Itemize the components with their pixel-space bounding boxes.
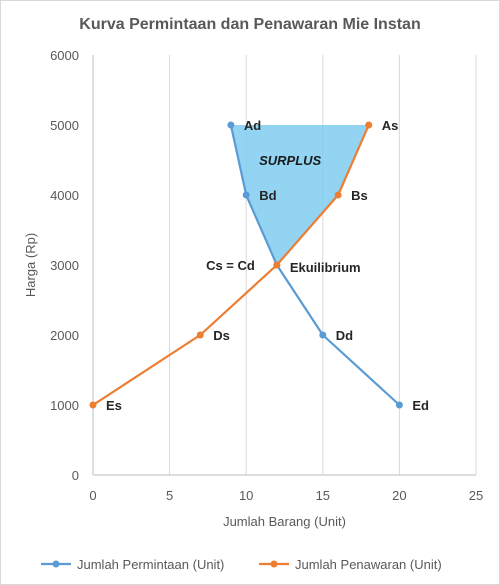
y-axis-label: Harga (Rp): [23, 233, 38, 297]
x-tick-label: 10: [239, 488, 253, 503]
y-tick-label: 4000: [50, 188, 79, 203]
series-layer: Ad Bd Dd Ed Es Ds Bs As: [89, 118, 429, 413]
legend-label: Jumlah Permintaan (Unit): [77, 557, 224, 572]
point-label: Ad: [244, 118, 261, 133]
demand-point: [242, 191, 250, 199]
axes: 0 5 10 15 20 25 0 1000 2000 3000 4000 5000 6000: [50, 48, 483, 503]
x-tick-label: 20: [392, 488, 406, 503]
x-axis-label: Jumlah Barang (Unit): [223, 514, 346, 529]
supply-point: [334, 191, 342, 199]
legend-label: Jumlah Penawaran (Unit): [295, 557, 442, 572]
point-label: Dd: [336, 328, 353, 343]
x-tick-label: 0: [89, 488, 96, 503]
y-tick-label: 3000: [50, 258, 79, 273]
supply-point: [273, 261, 281, 269]
point-label: As: [382, 118, 399, 133]
chart-title: Kurva Permintaan dan Penawaran Mie Insta…: [79, 16, 420, 33]
point-label: Ed: [412, 398, 429, 413]
point-label: Bs: [351, 188, 368, 203]
x-tick-label: 25: [469, 488, 483, 503]
demand-point: [227, 121, 235, 129]
point-label: Es: [106, 398, 122, 413]
legend-marker: [270, 560, 278, 568]
equilibrium-right-label: Ekuilibrium: [290, 260, 361, 275]
supply-point: [365, 121, 373, 129]
surplus-label: SURPLUS: [259, 153, 321, 168]
legend-marker: [52, 560, 60, 568]
supply-point: [196, 331, 204, 339]
point-label: Ds: [213, 328, 230, 343]
x-tick-label: 5: [166, 488, 173, 503]
y-tick-label: 6000: [50, 48, 79, 63]
x-tick-label: 15: [316, 488, 330, 503]
y-tick-label: 5000: [50, 118, 79, 133]
supply-point: [89, 401, 97, 409]
point-label: Bd: [259, 188, 276, 203]
demand-point: [395, 401, 403, 409]
surplus-area: [230, 125, 369, 265]
y-tick-label: 2000: [50, 328, 79, 343]
demand-point: [319, 331, 327, 339]
y-tick-label: 0: [72, 468, 79, 483]
legend: Jumlah Permintaan (Unit) Jumlah Penawaran…: [41, 557, 442, 572]
y-tick-label: 1000: [50, 398, 79, 413]
equilibrium-left-label: Cs = Cd: [206, 258, 255, 273]
